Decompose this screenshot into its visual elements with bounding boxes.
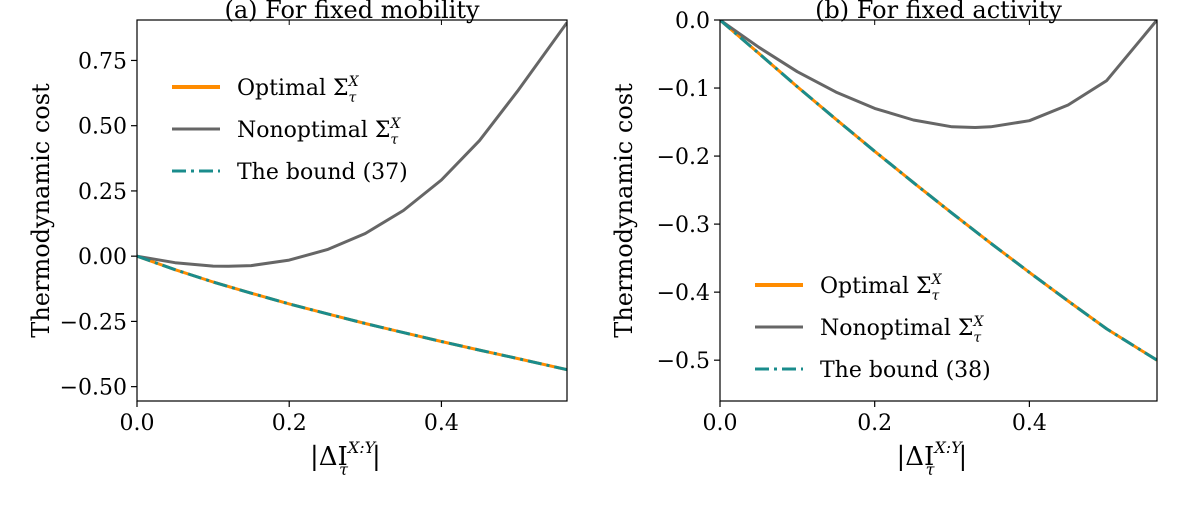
legend-label-2: Nonoptimal ΣX τ xyxy=(237,116,401,148)
legend-label-symbol: Σ xyxy=(958,316,974,341)
x-tick-label: 0.0 xyxy=(120,411,155,436)
y-tick-label: −0.4 xyxy=(657,281,710,306)
y-tick-label: 0.75 xyxy=(78,49,127,74)
legend-label-symbol: Σ xyxy=(333,76,349,101)
legend-label-sub: τ xyxy=(349,90,357,106)
y-tick-label: −0.50 xyxy=(60,376,127,401)
legend-label-name: Optimal xyxy=(820,274,909,299)
series-line-1 xyxy=(720,20,1157,362)
x-axis-label-sup: X:Y xyxy=(346,438,377,457)
legend-label-symbol: Σ xyxy=(916,274,932,299)
legend-label-name: The bound (37) xyxy=(237,160,408,185)
x-axis-label-sub: τ xyxy=(339,460,349,479)
y-tick-label: 0.0 xyxy=(675,9,710,34)
plot-frame xyxy=(136,19,568,402)
y-tick-label: −0.2 xyxy=(657,145,710,170)
series-line-3 xyxy=(137,254,567,372)
legend-label-2: Nonoptimal ΣX τ xyxy=(820,314,984,346)
legend-label-sup: X xyxy=(389,116,401,132)
legend-label-sup: X xyxy=(931,272,943,288)
legend-label-name: The bound (38) xyxy=(820,358,991,383)
x-axis-label-main: |ΔI xyxy=(897,442,935,472)
series-line-3 xyxy=(720,20,1157,362)
legend-label-space xyxy=(909,274,916,299)
y-axis-label: Thermodynamic cost xyxy=(27,83,55,338)
legend-label-sub: τ xyxy=(932,288,940,304)
y-tick-label: −0.1 xyxy=(657,77,710,102)
legend-label-name: Nonoptimal xyxy=(820,316,951,341)
series-line-1 xyxy=(137,254,567,372)
legend-label-3: The bound (38) xyxy=(820,358,991,383)
legend-label-space xyxy=(326,76,333,101)
y-tick-label: 0.25 xyxy=(78,180,127,205)
series-line-2 xyxy=(137,21,567,268)
legend-label-space xyxy=(951,316,958,341)
x-axis-label-main: |ΔI xyxy=(310,442,348,472)
x-tick-label: 0.0 xyxy=(703,411,738,436)
x-axis-label: |ΔIX:Y τ | xyxy=(897,438,968,479)
legend-label-3: The bound (37) xyxy=(237,160,408,185)
legend-label-sub: τ xyxy=(973,330,981,346)
x-axis-label-bar: | xyxy=(959,442,968,472)
series-line-2 xyxy=(720,20,1157,129)
legend-label-1: Optimal ΣX τ xyxy=(820,272,943,304)
x-axis-label-sup: X:Y xyxy=(932,438,963,457)
legend-label-sup: X xyxy=(348,74,360,90)
x-tick-label: 0.4 xyxy=(1012,411,1047,436)
plot-frame xyxy=(719,19,1158,402)
x-axis-label-bar: | xyxy=(372,442,381,472)
x-axis-label: |ΔIX:Y τ | xyxy=(310,438,381,479)
legend-label-name: Nonoptimal xyxy=(237,118,368,143)
y-tick-label: −0.25 xyxy=(60,310,127,335)
legend-label-sup: X xyxy=(972,314,984,330)
x-axis-label-sub: τ xyxy=(926,460,936,479)
x-tick-label: 0.2 xyxy=(272,411,307,436)
y-tick-label: −0.3 xyxy=(657,213,710,238)
y-axis-label: Thermodynamic cost xyxy=(610,83,638,338)
legend-label-name: Optimal xyxy=(237,76,326,101)
x-tick-label: 0.4 xyxy=(424,411,459,436)
legend-label-symbol: Σ xyxy=(375,118,391,143)
y-tick-label: 0.50 xyxy=(78,115,127,140)
y-tick-label: 0.00 xyxy=(78,245,127,270)
x-tick-label: 0.2 xyxy=(857,411,892,436)
legend-label-sub: τ xyxy=(390,132,398,148)
legend-label-1: Optimal ΣX τ xyxy=(237,74,360,106)
legend-label-space xyxy=(368,118,375,143)
y-tick-label: −0.5 xyxy=(657,349,710,374)
